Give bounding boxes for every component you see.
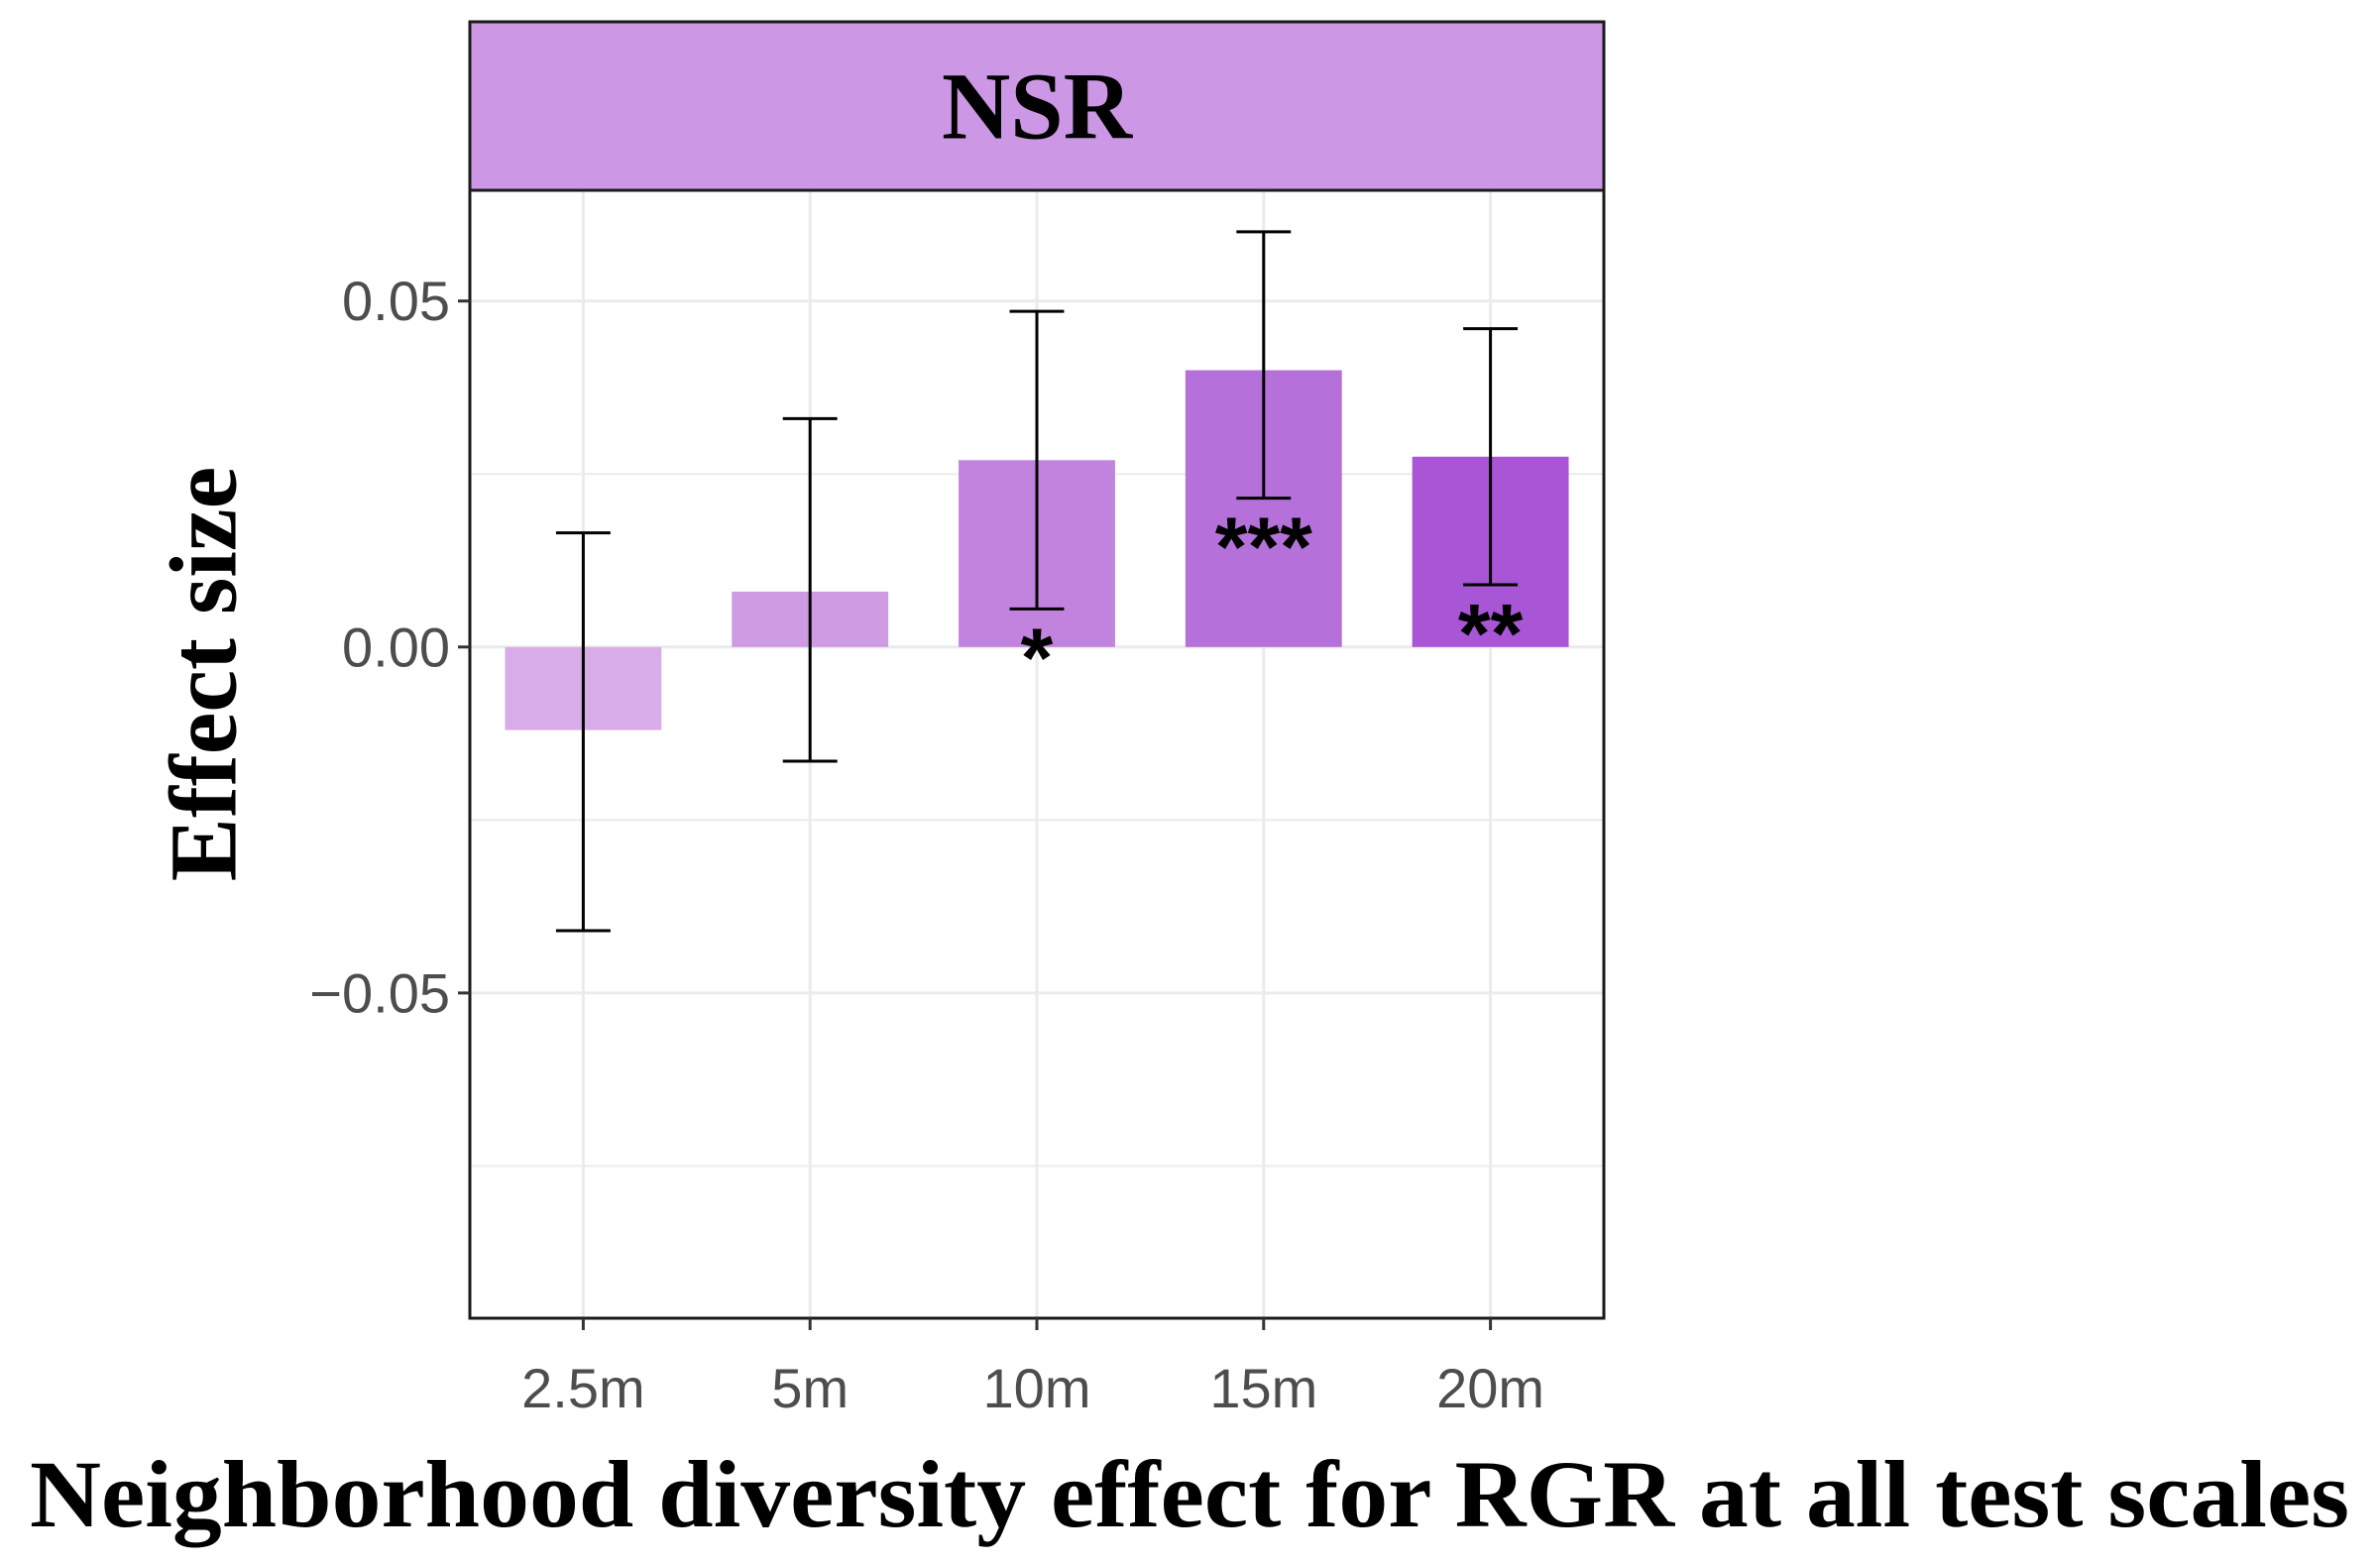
y-tick-label: 0.05	[342, 270, 450, 332]
y-tick-label: −0.05	[309, 961, 450, 1024]
significance-20m: **	[1458, 587, 1524, 680]
facet-strip	[468, 20, 1606, 192]
error-bar-10m	[1009, 309, 1065, 611]
y-tick-label: 0.00	[342, 615, 450, 678]
y-axis-title: Effect size	[151, 467, 257, 881]
y-axis-ticks: −0.05 0.00 0.05	[309, 270, 470, 1024]
error-bar-2.5m	[555, 531, 611, 933]
error-bar-5m	[782, 416, 838, 763]
error-bar-20m	[1463, 327, 1519, 587]
significance-10m: *	[1021, 611, 1054, 704]
x-tick-label: 20m	[1436, 1357, 1544, 1419]
significance-15m: ***	[1215, 501, 1312, 594]
facet-title: NSR	[942, 54, 1134, 160]
error-bar-15m	[1236, 230, 1292, 501]
x-axis-ticks: 2.5m 5m 10m 15m 20m	[521, 1318, 1544, 1419]
x-tick-label: 15m	[1209, 1357, 1317, 1419]
x-axis-title: Neighborhood diversity effect for RGR at…	[30, 1441, 2349, 1547]
x-tick-label: 2.5m	[521, 1357, 645, 1419]
x-tick-label: 10m	[983, 1357, 1091, 1419]
significance-labels: ******	[1021, 501, 1524, 705]
error-bars	[555, 230, 1519, 933]
x-tick-label: 5m	[771, 1357, 849, 1419]
